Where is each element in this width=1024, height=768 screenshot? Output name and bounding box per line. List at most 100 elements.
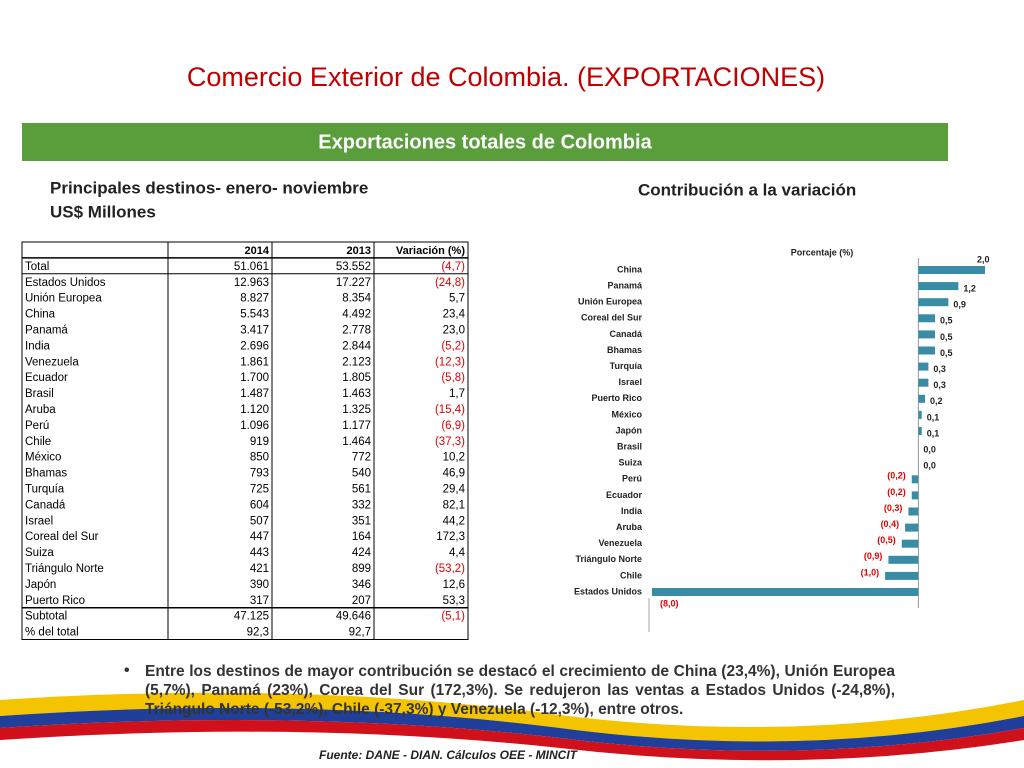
bar [918,314,936,323]
table-cell: 53,3 [443,595,465,607]
value-label: 0,3 [933,364,946,374]
category-label: México [611,409,642,419]
table-border [21,241,469,640]
table-cell: 540 [352,468,371,480]
table-cell: 164 [352,531,372,543]
table-cell: 3.417 [240,324,269,336]
table-heading: US$ Millones [50,202,156,221]
value-label: 0,5 [940,348,953,358]
value-label: 2,0 [977,254,990,264]
table-cell: (4,7) [441,261,465,273]
table-cell: 8.827 [240,293,269,305]
table-row-label: Chile [25,436,51,448]
category-label: Israel [618,377,642,387]
table-cell: (15,4) [435,404,465,416]
table-cell: 53.552 [336,261,371,273]
table-row-label: Brasil [25,388,54,400]
table-cell: 49.646 [336,611,371,623]
table-header: Variación (%) [396,245,465,257]
table-cell: 850 [250,452,269,464]
banner-text: Exportaciones totales de Colombia [318,131,652,153]
table-cell: (5,1) [441,611,465,623]
table-cell: 4,4 [449,547,466,559]
value-label: (0,2) [887,471,906,481]
bar [918,266,985,274]
bar [918,346,936,355]
table-row-label: Total [25,261,49,273]
category-label: China [617,264,643,274]
table-cell: 2.844 [342,340,371,352]
table-cell: 1.177 [342,420,371,432]
table-row-label: India [25,340,51,352]
bar [918,378,929,387]
category-label: Aruba [616,522,643,532]
table-cell: 1.463 [342,388,371,400]
table-cell: 1.487 [240,388,269,400]
table-cell: 47.125 [234,611,269,623]
table-cell: 172,3 [436,531,465,543]
value-label: (0,9) [864,551,883,561]
table-cell: 51.061 [234,261,269,273]
table-cell: 23,4 [443,309,466,321]
bar [911,491,919,500]
table-cell: 1,7 [449,388,465,400]
bar [908,507,919,516]
category-label: Puerto Rico [591,393,642,403]
bar [888,555,919,564]
table-cell: 5.543 [240,309,269,321]
value-label: 1,2 [963,283,976,293]
table-header: 2014 [245,245,270,257]
table-cell: 8.354 [342,293,371,305]
table-cell: (37,3) [435,436,465,448]
table-cell: 1.805 [342,372,371,384]
table-row-label: Coreal del Sur [25,531,99,543]
chart-title: Contribución a la variación [638,180,856,199]
value-label: (1,0) [861,567,880,577]
table-cell: 2.123 [342,356,371,368]
value-label: 0,5 [940,332,953,342]
table-cell: 1.700 [240,372,269,384]
slide-title: Comercio Exterior de Colombia. (EXPORTAC… [187,62,825,92]
table-cell: 919 [250,436,269,448]
table-cell: 12,6 [443,579,465,591]
table-cell: 29,4 [443,483,466,495]
table-cell: (6,9) [441,420,465,432]
table-row-label: % del total [25,627,79,639]
table-cell: 46,9 [443,468,465,480]
table-cell: 92,3 [247,627,269,639]
table-cell: 92,7 [349,627,371,639]
category-label: Canadá [609,329,643,339]
table-cell: 332 [352,499,371,511]
table-cell: 424 [352,547,372,559]
category-label: Chile [620,570,642,580]
table-cell: (5,2) [441,340,465,352]
value-label: (0,5) [877,535,896,545]
category-label: Bhamas [607,345,642,355]
table-row-label: Japón [25,579,56,591]
table-row-label: Venezuela [25,356,79,368]
table-row-label: Suiza [25,547,54,559]
table-cell: 346 [352,579,371,591]
bar [918,362,929,371]
value-label: 0,0 [923,461,936,471]
table-cell: 351 [352,515,371,527]
bar [918,394,926,403]
category-label: Ecuador [606,490,643,500]
table-cell: (12,3) [435,356,465,368]
table-row-label: Subtotal [25,611,67,623]
bar [918,410,922,419]
table-row-label: Aruba [25,404,56,416]
bar [885,571,919,580]
value-label: 0,9 [953,300,966,310]
table-cell: 793 [250,468,269,480]
table-cell: 10,2 [443,452,465,464]
value-label: (0,2) [887,487,906,497]
banner [22,123,948,161]
table-cell: 443 [250,547,269,559]
table-cell: 44,2 [443,515,465,527]
bullet-dot: • [124,662,130,679]
value-label: 0,1 [927,412,940,422]
bar [905,523,919,532]
table-cell: 772 [352,452,371,464]
